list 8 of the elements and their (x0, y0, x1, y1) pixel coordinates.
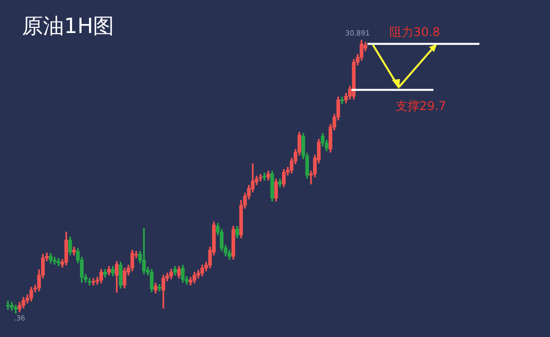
text: 原油1H图 (22, 13, 114, 40)
ref-line-label: 阻力30.8 (389, 25, 440, 40)
candlestick (88, 278, 92, 286)
candlestick (92, 278, 96, 286)
candlestick (258, 174, 262, 182)
candlestick (158, 284, 162, 292)
candlestick (6, 300, 10, 310)
ref-line-label: 支撑29.7 (395, 99, 446, 114)
